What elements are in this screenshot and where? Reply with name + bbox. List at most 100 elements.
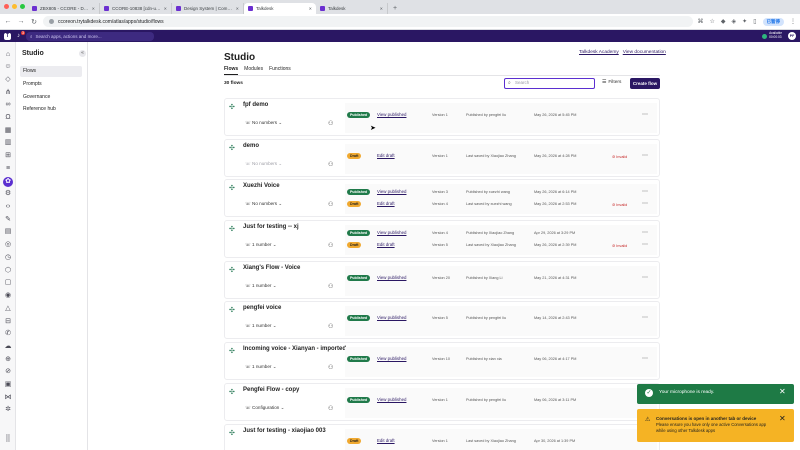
view-published-link[interactable]: View published — [377, 397, 407, 402]
nav-item-flows[interactable]: Flows — [20, 66, 82, 77]
create-flow-button[interactable]: Create flow — [630, 78, 660, 89]
flow-name[interactable]: Xuezhi Voice — [243, 183, 280, 189]
headset-icon[interactable]: Ω — [5, 114, 11, 121]
phone-icon[interactable]: ✆ — [5, 330, 11, 337]
back-icon[interactable]: ← — [4, 18, 12, 25]
browser-tab[interactable]: ZBX805 - CCORE - Dev Stu...✕ — [28, 3, 100, 14]
close-toast-icon[interactable]: ✕ — [779, 387, 786, 396]
document-icon[interactable]: ▤ — [4, 228, 12, 235]
edit-draft-link[interactable]: Edit draft — [377, 242, 395, 247]
extension-icon[interactable]: ◈ — [731, 19, 737, 25]
cloud-icon[interactable]: ☁ — [4, 343, 12, 350]
flow-row[interactable]: ✣ Pengfei Flow - copy ☏ Configuration ⌄ ⚇ Pu… — [224, 383, 660, 421]
view-published-link[interactable]: View published — [377, 315, 407, 320]
flow-row[interactable]: ✣ Xiang's Flow - Voice ☏ 1 number ⌄ ⚇ Publis… — [224, 261, 660, 299]
flow-name[interactable]: Just for testing -- xj — [243, 224, 299, 230]
agent-status[interactable]: Available 00:00:03 — [762, 32, 782, 39]
documentation-link[interactable]: View documentation — [622, 50, 666, 55]
grid-icon[interactable]: ⊟ — [5, 318, 11, 325]
phone-numbers-dropdown[interactable]: ☏ No numbers ⌄ — [245, 161, 283, 166]
settings-cog-icon[interactable]: ⚙ — [4, 190, 12, 197]
admin-gear-icon[interactable]: ✲ — [5, 406, 11, 413]
view-published-link[interactable]: View published — [377, 189, 407, 194]
edit-icon[interactable]: ✎ — [5, 216, 11, 223]
tab-functions[interactable]: Functions — [269, 66, 291, 72]
flow-row[interactable]: ✣ Xuezhi Voice ☏ No numbers ⌄ ⚇ Published Vie… — [224, 179, 660, 217]
close-window-icon[interactable] — [4, 4, 9, 9]
calendar-icon[interactable]: ▦ — [4, 127, 12, 134]
user-avatar[interactable]: PF — [788, 32, 796, 40]
academy-link[interactable]: Talkdesk Academy — [579, 50, 619, 55]
reload-icon[interactable]: ↻ — [31, 18, 37, 26]
flow-name[interactable]: Xiang's Flow - Voice — [243, 265, 301, 271]
phone-numbers-dropdown[interactable]: ☏ No numbers ⌄ — [245, 201, 283, 206]
bookmark-star-icon[interactable]: ☆ — [709, 19, 715, 25]
nav-item-prompts[interactable]: Prompts — [23, 81, 42, 87]
flow-name[interactable]: Incoming voice - Xianyan - imported — [243, 346, 347, 352]
flow-row[interactable]: ✣ Incoming voice - Xianyan - imported ☏ 1 … — [224, 342, 660, 380]
phone-numbers-dropdown[interactable]: ☏ No numbers ⌄ — [245, 120, 283, 125]
routing-icon[interactable]: ⋈ — [4, 394, 12, 401]
phone-numbers-dropdown[interactable]: ☏ Configuration ⌄ — [245, 405, 285, 410]
list-icon[interactable]: ≡ — [5, 165, 11, 172]
permissions-people-icon[interactable]: ⚇ — [328, 243, 334, 249]
chat-icon[interactable]: ▢ — [4, 279, 12, 286]
nav-item-governance[interactable]: Governance — [23, 94, 51, 100]
hierarchy-icon[interactable]: ⊞ — [5, 152, 11, 159]
more-options-icon[interactable]: ⋯ — [642, 153, 648, 159]
globe-icon[interactable]: ◎ — [4, 241, 12, 248]
tag-icon[interactable]: ◇ — [5, 76, 11, 83]
more-options-icon[interactable]: ⋯ — [642, 242, 648, 248]
tab-close-icon[interactable]: ✕ — [308, 6, 312, 11]
tab-close-icon[interactable]: ✕ — [379, 6, 383, 11]
briefcase-icon[interactable]: ▣ — [4, 381, 12, 388]
nav-item-reference-hub[interactable]: Reference hub — [23, 106, 56, 112]
tab-close-icon[interactable]: ✕ — [235, 6, 239, 11]
phone-numbers-dropdown[interactable]: ☏ 1 number ⌄ — [245, 242, 277, 247]
view-published-link[interactable]: View published — [377, 230, 407, 235]
more-options-icon[interactable]: ⋯ — [642, 230, 648, 236]
chart-icon[interactable]: ▥ — [4, 139, 12, 146]
view-published-link[interactable]: View published — [377, 112, 407, 117]
edit-draft-link[interactable]: Edit draft — [377, 438, 395, 443]
permissions-people-icon[interactable]: ⚇ — [328, 202, 334, 208]
browser-menu-icon[interactable]: ⋮ — [790, 19, 796, 25]
api-icon[interactable]: ⊕ — [5, 356, 11, 363]
new-tab-button[interactable]: + — [393, 5, 398, 12]
bot-icon[interactable]: ◉ — [4, 292, 12, 299]
site-info-icon[interactable] — [49, 19, 54, 24]
browser-tab[interactable]: CCORE-10838 [cdn-ui] MU...✕ — [100, 3, 172, 14]
collapse-nav-button[interactable]: « — [79, 50, 86, 57]
phone-numbers-dropdown[interactable]: ☏ 1 number ⌄ — [245, 364, 277, 369]
compass-icon[interactable]: ⊘ — [5, 368, 11, 375]
edit-draft-link[interactable]: Edit draft — [377, 153, 395, 158]
minimize-window-icon[interactable] — [12, 4, 17, 9]
forward-icon[interactable]: → — [17, 18, 25, 25]
flow-icon[interactable]: ⋔ — [5, 89, 11, 96]
close-toast-icon[interactable]: ✕ — [779, 414, 786, 423]
global-search-input[interactable]: ⌕ Search apps, actions and more... — [26, 31, 154, 41]
flow-row[interactable]: ✣ fpf demo ☏ No numbers ⌄ ⚇ Published View pu… — [224, 98, 660, 136]
flow-row[interactable]: ✣ Just for testing -- xj ☏ 1 number ⌄ ⚇ Publ… — [224, 220, 660, 258]
permissions-people-icon[interactable]: ⚇ — [328, 284, 334, 290]
profile-chip[interactable]: 已暂停 — [762, 17, 784, 26]
voicemail-icon[interactable]: ∞ — [5, 101, 11, 108]
permissions-people-icon[interactable]: ⚇ — [328, 365, 334, 371]
people-icon[interactable]: ☺ — [4, 63, 12, 70]
permissions-people-icon[interactable]: ⚇ — [328, 121, 334, 127]
extensions-puzzle-icon[interactable]: ✦ — [742, 19, 748, 25]
flow-row[interactable]: ✣ demo ☏ No numbers ⌄ ⚇ Draft Edit draft Versi… — [224, 139, 660, 177]
warning-icon[interactable]: △ — [5, 305, 11, 312]
flow-search-input[interactable]: ⌕ Search — [504, 78, 595, 89]
more-options-icon[interactable]: ⋯ — [642, 356, 648, 362]
more-options-icon[interactable]: ⋯ — [642, 189, 648, 195]
permissions-people-icon[interactable]: ⚇ — [328, 406, 334, 412]
phone-numbers-dropdown[interactable]: ☏ 1 number ⌄ — [245, 323, 277, 328]
phone-numbers-dropdown[interactable]: ☏ 1 number ⌄ — [245, 283, 277, 288]
flow-name[interactable]: Just for testing - xiaojiao 003 — [243, 428, 326, 434]
filters-button[interactable]: ☰ Filters — [602, 80, 622, 85]
browser-tab[interactable]: Design System | Componen...✕ — [172, 3, 244, 14]
talkdesk-logo[interactable]: T — [4, 32, 11, 40]
view-published-link[interactable]: View published — [377, 275, 407, 280]
studio-icon[interactable]: ✿ — [3, 177, 13, 187]
